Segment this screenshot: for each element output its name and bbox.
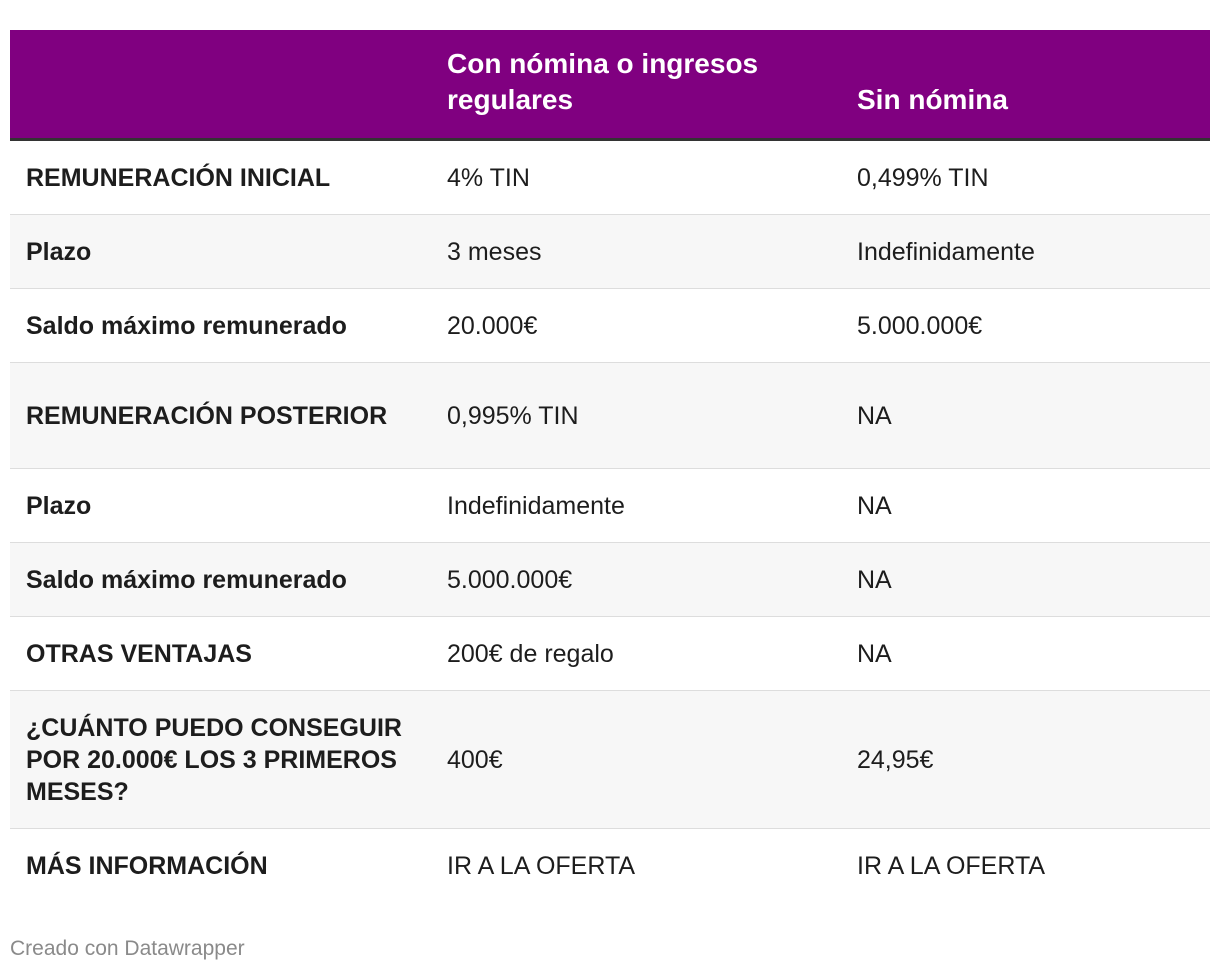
header-cell-con-nomina: Con nómina o ingresos regulares: [431, 30, 841, 141]
cell-con-nomina: 20.000€: [431, 288, 841, 363]
cell-sin-nomina: NA: [841, 468, 1210, 543]
cell-sin-nomina: 24,95€: [841, 690, 1210, 829]
cell-sin-nomina: NA: [841, 542, 1210, 617]
cell-sin-nomina: 0,499% TIN: [841, 139, 1210, 215]
row-label: REMUNERACIÓN POSTERIOR: [10, 362, 431, 469]
cell-sin-nomina: Indefinidamente: [841, 214, 1210, 289]
comparison-table-container: Con nómina o ingresos regulares Sin nómi…: [10, 30, 1210, 902]
table-header: Con nómina o ingresos regulares Sin nómi…: [10, 30, 1210, 141]
cell-con-nomina: 200€ de regalo: [431, 616, 841, 691]
cell-con-nomina: 4% TIN: [431, 139, 841, 215]
comparison-table: Con nómina o ingresos regulares Sin nómi…: [10, 30, 1210, 902]
table-row: Plazo Indefinidamente NA: [10, 468, 1210, 543]
cell-sin-nomina: NA: [841, 616, 1210, 691]
header-cell-sin-nomina: Sin nómina: [841, 30, 1210, 141]
cell-con-nomina: 3 meses: [431, 214, 841, 289]
row-label: REMUNERACIÓN INICIAL: [10, 139, 431, 215]
cell-con-nomina: Indefinidamente: [431, 468, 841, 543]
cell-con-nomina: 0,995% TIN: [431, 362, 841, 469]
row-label: MÁS INFORMACIÓN: [26, 851, 268, 880]
table-row: Saldo máximo remunerado 20.000€ 5.000.00…: [10, 288, 1210, 363]
offer-link-sin-nomina[interactable]: IR A LA OFERTA: [857, 851, 1046, 880]
row-label: OTRAS VENTAJAS: [10, 616, 431, 691]
cell-sin-nomina: NA: [841, 362, 1210, 469]
table-row: MÁS INFORMACIÓN IR A LA OFERTA IR A LA O…: [10, 829, 1210, 903]
row-label: Saldo máximo remunerado: [10, 288, 431, 363]
offer-link-con-nomina[interactable]: IR A LA OFERTA: [447, 851, 636, 880]
row-label: Plazo: [10, 468, 431, 543]
header-cell-empty: [10, 30, 431, 141]
cell-con-nomina: 5.000.000€: [431, 542, 841, 617]
cell-sin-nomina: 5.000.000€: [841, 288, 1210, 363]
table-row: ¿CUÁNTO PUEDO CONSEGUIR POR 20.000€ LOS …: [10, 690, 1210, 829]
table-row: Plazo 3 meses Indefinidamente: [10, 214, 1210, 289]
row-label: Plazo: [10, 214, 431, 289]
header-row: Con nómina o ingresos regulares Sin nómi…: [10, 30, 1210, 141]
row-label: ¿CUÁNTO PUEDO CONSEGUIR POR 20.000€ LOS …: [10, 690, 431, 829]
footer-credit[interactable]: Creado con Datawrapper: [10, 937, 245, 960]
table-row: Saldo máximo remunerado 5.000.000€ NA: [10, 542, 1210, 617]
table-row: REMUNERACIÓN POSTERIOR 0,995% TIN NA: [10, 362, 1210, 469]
table-row: REMUNERACIÓN INICIAL 4% TIN 0,499% TIN: [10, 139, 1210, 215]
table-body: REMUNERACIÓN INICIAL 4% TIN 0,499% TIN P…: [10, 139, 1210, 903]
cell-con-nomina: 400€: [431, 690, 841, 829]
table-row: OTRAS VENTAJAS 200€ de regalo NA: [10, 616, 1210, 691]
row-label: Saldo máximo remunerado: [10, 542, 431, 617]
